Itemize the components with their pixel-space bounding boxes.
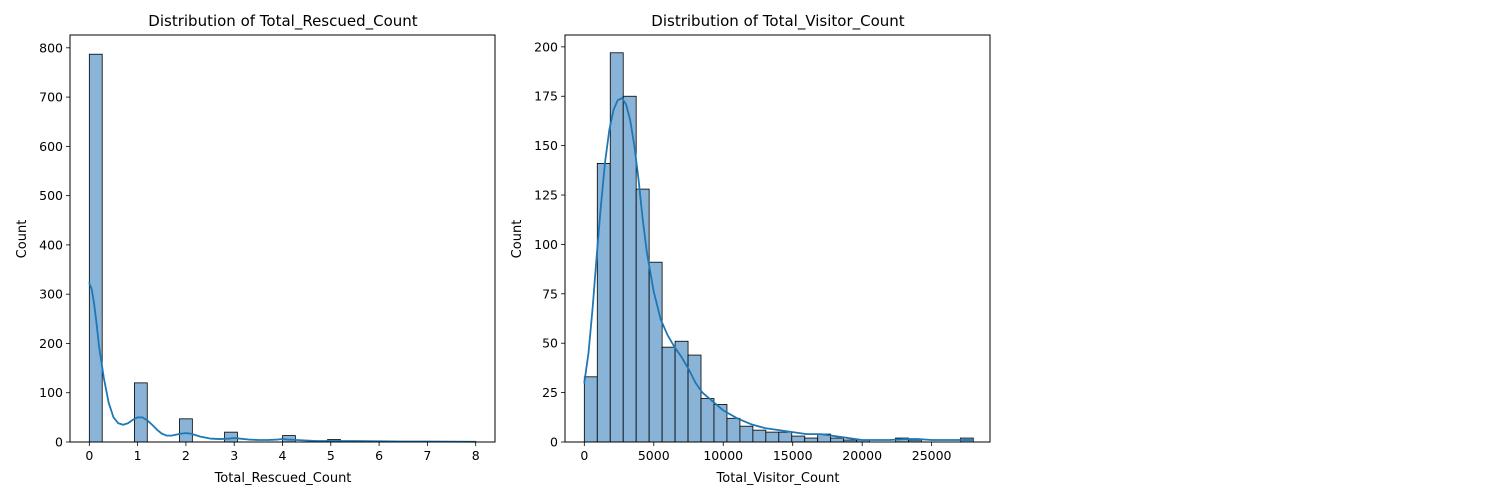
histogram-bar	[739, 425, 754, 443]
histogram-bar	[700, 398, 715, 443]
chart-rescued-count: Distribution of Total_Rescued_Count Tota…	[15, 12, 496, 486]
y-tick-label: 0	[550, 435, 558, 450]
y-tick-label: 75	[542, 286, 558, 301]
histogram-bar	[726, 417, 741, 443]
kde-line	[583, 97, 975, 441]
kde-curve	[88, 282, 477, 443]
histogram-bar	[596, 163, 611, 443]
x-tick-label: 0	[85, 448, 93, 463]
y-tick-label: 100	[534, 237, 558, 252]
y-tick-label: 50	[542, 336, 558, 351]
x-axis-label: Total_Visitor_Count	[716, 471, 840, 486]
kde-line	[88, 282, 477, 443]
histogram-bar	[88, 53, 103, 443]
axis-ticks: 0 5000 10000 15000 20000 25000 0 25 50 75 100 125 15…	[534, 39, 951, 463]
x-tick-label: 10000	[703, 448, 743, 463]
x-tick-label: 3	[230, 448, 238, 463]
y-tick-label: 200	[534, 39, 558, 54]
y-tick-label: 300	[39, 287, 63, 302]
x-tick-label: 4	[279, 448, 287, 463]
x-tick-label: 20000	[842, 448, 882, 463]
histogram-bar	[713, 404, 728, 443]
histogram-bar	[133, 382, 148, 443]
x-tick-label: 6	[375, 448, 383, 463]
plot-frame	[69, 34, 496, 443]
x-tick-label: 25000	[912, 448, 952, 463]
y-axis-label: Count	[510, 220, 525, 259]
chart-title: Distribution of Total_Visitor_Count	[651, 12, 905, 31]
histogram-bar	[804, 437, 819, 443]
x-tick-label: 1	[134, 448, 142, 463]
histogram-bar	[224, 431, 238, 443]
histogram-bar	[648, 261, 663, 443]
x-axis-label: Total_Rescued_Count	[214, 471, 352, 486]
x-tick-label: 0	[580, 448, 588, 463]
y-tick-label: 700	[39, 90, 63, 105]
histogram-bar	[752, 429, 767, 443]
chart-visitor-count: Distribution of Total_Visitor_Count Tota…	[510, 12, 991, 486]
histogram-bar	[661, 346, 676, 443]
x-tick-label: 5	[327, 448, 335, 463]
x-tick-label: 2	[182, 448, 190, 463]
x-tick-label: 5000	[638, 448, 670, 463]
histogram-bar	[791, 435, 806, 443]
histogram-bar	[179, 418, 193, 443]
plot-frame	[564, 34, 991, 443]
histogram-bar	[765, 431, 780, 443]
histogram-bar	[830, 437, 845, 443]
histogram-bar	[609, 52, 624, 443]
y-tick-label: 500	[39, 188, 63, 203]
x-tick-label: 15000	[773, 448, 813, 463]
y-tick-label: 100	[39, 385, 63, 400]
histogram-bar	[778, 431, 793, 443]
y-tick-label: 200	[39, 336, 63, 351]
y-tick-label: 400	[39, 237, 63, 252]
y-axis-label: Count	[15, 220, 30, 259]
histogram-bar	[583, 376, 598, 443]
x-tick-label: 7	[423, 448, 431, 463]
y-tick-label: 600	[39, 139, 63, 154]
y-tick-label: 800	[39, 40, 63, 55]
histogram-bars	[583, 52, 974, 443]
axis-ticks: 0 1 2 3 4 5 6 7 8 0 100 200 300 400 500 600 700 800	[39, 40, 480, 463]
y-tick-label: 175	[534, 89, 558, 104]
histogram-bar	[635, 188, 650, 443]
y-tick-label: 0	[55, 435, 63, 450]
y-tick-label: 125	[534, 188, 558, 203]
y-tick-label: 25	[542, 385, 558, 400]
histogram-bar	[687, 354, 702, 443]
kde-curve	[583, 97, 975, 441]
y-tick-label: 150	[534, 138, 558, 153]
x-tick-label: 8	[472, 448, 480, 463]
chart-title: Distribution of Total_Rescued_Count	[148, 12, 417, 31]
